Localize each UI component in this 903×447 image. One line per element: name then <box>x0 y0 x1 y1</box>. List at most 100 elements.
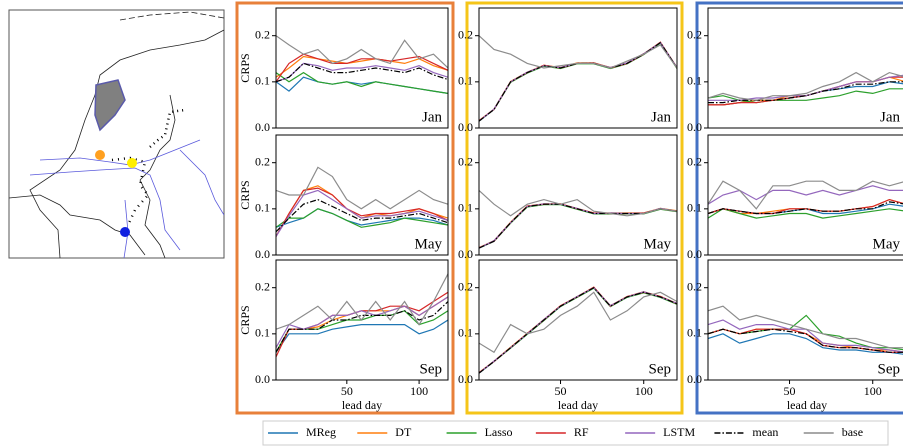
axes-frame <box>275 134 449 256</box>
panel-label: May <box>644 236 672 252</box>
legend-label: mean <box>752 425 778 439</box>
x-tick-label: 100 <box>864 384 882 398</box>
plot-area <box>276 35 448 94</box>
border <box>139 94 176 181</box>
x-axis-label: lead day <box>787 398 827 412</box>
y-axis-label: CRPS <box>238 53 252 82</box>
series-line <box>479 286 677 374</box>
y-tick-label: 0.0 <box>255 247 270 261</box>
plot-area <box>479 189 677 249</box>
coastline <box>29 29 224 258</box>
series-line <box>276 62 448 83</box>
map <box>8 9 225 259</box>
series-line <box>708 328 903 353</box>
river <box>179 149 224 216</box>
series-line <box>276 76 448 94</box>
y-tick-label: 0.1 <box>687 201 702 215</box>
series-line <box>276 187 448 237</box>
y-tick-label: 0.1 <box>687 74 702 88</box>
series-line <box>479 41 677 122</box>
y-tick-label: 0.1 <box>458 201 473 215</box>
y-tick-label: 0.0 <box>458 372 473 386</box>
legend-label: Lasso <box>485 425 513 439</box>
series-line <box>276 208 448 228</box>
y-tick-label: 0.2 <box>458 27 473 41</box>
plot-area <box>708 180 903 219</box>
y-tick-label: 0.2 <box>687 154 702 168</box>
y-tick-label: 0.1 <box>458 326 473 340</box>
legend-label: base <box>842 425 863 439</box>
series-line <box>479 42 677 122</box>
panel-label: Jan <box>880 109 900 125</box>
legend <box>262 420 889 446</box>
y-tick-label: 0.2 <box>255 279 270 293</box>
panel-label: Sep <box>420 361 443 377</box>
series-line <box>479 203 677 249</box>
lake <box>94 79 126 132</box>
site-marker <box>127 158 137 168</box>
group-frame <box>465 1 684 415</box>
y-tick-label: 0.0 <box>458 247 473 261</box>
x-tick-label: 100 <box>410 384 428 398</box>
series-line <box>276 71 448 94</box>
plot-area <box>479 35 677 122</box>
axes-frame <box>707 134 903 256</box>
x-axis-label: lead day <box>558 398 598 412</box>
y-tick-label: 0.0 <box>458 120 473 134</box>
series-line <box>708 333 903 355</box>
series-line <box>708 180 903 210</box>
series-line <box>708 208 903 219</box>
axes-frame <box>275 259 449 381</box>
axes-frame <box>478 259 678 381</box>
panel-label: Jan <box>422 109 442 125</box>
axes-frame <box>275 7 449 129</box>
series-line <box>708 201 903 215</box>
series-line <box>276 166 448 210</box>
river <box>29 167 181 251</box>
y-tick-label: 0.0 <box>255 372 270 386</box>
series-line <box>276 189 448 237</box>
series-line <box>479 286 677 374</box>
site-marker <box>95 150 105 160</box>
series-line <box>276 301 448 353</box>
panel-label: May <box>415 236 443 252</box>
plot-area <box>708 305 903 355</box>
series-line <box>708 328 903 353</box>
plot-area <box>276 166 448 237</box>
series-line <box>276 35 448 69</box>
site-marker <box>120 227 130 237</box>
plot-area <box>276 273 448 358</box>
y-tick-label: 0.0 <box>687 120 702 134</box>
map-frame <box>8 9 225 259</box>
axes-frame <box>707 7 903 129</box>
series-line <box>276 198 448 233</box>
plot-area <box>708 71 903 106</box>
x-axis-label: lead day <box>342 398 382 412</box>
y-tick-label: 0.1 <box>255 74 270 88</box>
border <box>139 179 166 258</box>
axes-frame <box>707 259 903 381</box>
y-tick-label: 0.2 <box>458 279 473 293</box>
group-frame <box>235 1 455 415</box>
series-line <box>479 41 677 122</box>
stations <box>111 156 150 226</box>
axes-frame <box>478 134 678 256</box>
series-line <box>479 286 677 374</box>
series-line <box>276 62 448 83</box>
series-line <box>708 81 903 104</box>
legend-label: DT <box>395 425 412 439</box>
x-tick-label: 50 <box>341 384 353 398</box>
islands <box>119 11 224 21</box>
series-line <box>708 305 903 349</box>
series-line <box>479 291 677 354</box>
y-tick-label: 0.2 <box>458 154 473 168</box>
y-tick-label: 0.1 <box>458 74 473 88</box>
panel-label: Jan <box>651 109 671 125</box>
series-line <box>276 273 448 330</box>
y-tick-label: 0.1 <box>255 326 270 340</box>
panel-label: Sep <box>878 361 901 377</box>
x-tick-label: 50 <box>784 384 796 398</box>
y-axis-label: CRPS <box>238 305 252 334</box>
series-line <box>479 35 677 69</box>
